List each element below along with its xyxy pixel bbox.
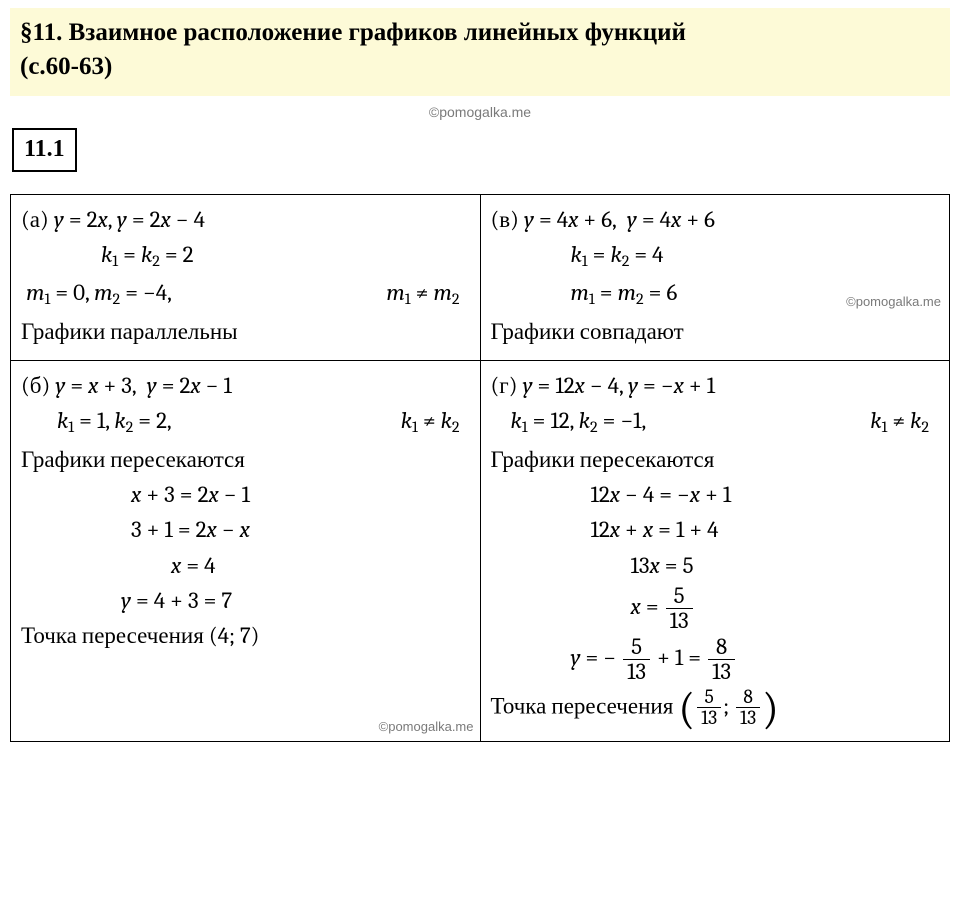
cell-v-conclusion: Графики совпадают <box>491 315 942 348</box>
point-label: Точка пересечения <box>491 692 674 719</box>
frac-num: 5 <box>666 584 693 608</box>
problem-number: 11.1 <box>12 128 77 172</box>
cell-a-funcs: (а) y = 2x, y = 2x − 4 <box>21 203 472 236</box>
frac-den: 13 <box>697 707 721 729</box>
cell-g-eq3: 13x = 5 <box>491 549 942 582</box>
solutions-table: (а) y = 2x, y = 2x − 4 k1 = k2 = 2 m1 = … <box>10 194 950 742</box>
header-line-2: (с.60-63) <box>20 50 940 84</box>
cell-b-funcs: (б) y = x + 3, y = 2x − 1 <box>21 369 472 402</box>
frac-num: 8 <box>708 635 735 659</box>
cell-a: (а) y = 2x, y = 2x − 4 k1 = k2 = 2 m1 = … <box>11 194 481 360</box>
cell-g-eq4: x = 513 <box>491 584 942 633</box>
watermark-cell-b: ©pomogalka.me <box>379 718 474 737</box>
frac-den: 13 <box>623 659 650 684</box>
watermark-top: ©pomogalka.me <box>10 102 950 122</box>
cell-b-point: Точка пересечения (4; 7) <box>21 619 472 652</box>
watermark-cell-v: ©pomogalka.me <box>846 293 941 312</box>
cell-a-conclusion: Графики параллельны <box>21 315 472 348</box>
cell-g-k: k1 = 12, k2 = −1, k1 ≠ k2 <box>491 404 942 440</box>
frac-num: 8 <box>736 687 760 708</box>
frac-den: 13 <box>666 608 693 633</box>
cell-b-k: k1 = 1, k2 = 2, k1 ≠ k2 <box>21 404 472 440</box>
cell-v: (в) y = 4x + 6, y = 4x + 6 k1 = k2 = 4 m… <box>480 194 950 360</box>
cell-v-funcs: (в) y = 4x + 6, y = 4x + 6 <box>491 203 942 236</box>
header-line-1: §11. Взаимное расположение графиков лине… <box>20 16 940 50</box>
cell-b-eq1: x + 3 = 2x − 1 <box>21 478 472 511</box>
cell-g-point: Точка пересечения (513; 813) <box>491 687 942 729</box>
cell-g-eq1: 12x − 4 = −x + 1 <box>491 478 942 511</box>
cell-g-eq2: 12x + x = 1 + 4 <box>491 513 942 546</box>
frac-den: 13 <box>736 707 760 729</box>
cell-g-conclusion: Графики пересекаются <box>491 443 942 476</box>
cell-g: (г) y = 12x − 4, y = −x + 1 k1 = 12, k2 … <box>480 360 950 741</box>
cell-g-funcs: (г) y = 12x − 4, y = −x + 1 <box>491 369 942 402</box>
cell-v-k: k1 = k2 = 4 <box>491 238 942 274</box>
section-header: §11. Взаимное расположение графиков лине… <box>10 8 950 96</box>
frac-num: 5 <box>697 687 721 708</box>
cell-b-eq2: 3 + 1 = 2x − x <box>21 513 472 546</box>
cell-b-eq3: x = 4 <box>21 549 472 582</box>
cell-b-conclusion: Графики пересекаются <box>21 443 472 476</box>
cell-a-m: m1 = 0, m2 = −4, m1 ≠ m2 <box>21 276 472 312</box>
cell-b-eq4: y = 4 + 3 = 7 <box>21 584 472 617</box>
cell-g-eq5: y = − 513 + 1 = 813 <box>491 635 942 684</box>
cell-a-k: k1 = k2 = 2 <box>21 238 472 274</box>
cell-b: (б) y = x + 3, y = 2x − 1 k1 = 1, k2 = 2… <box>11 360 481 741</box>
frac-num: 5 <box>623 635 650 659</box>
frac-den: 13 <box>708 659 735 684</box>
